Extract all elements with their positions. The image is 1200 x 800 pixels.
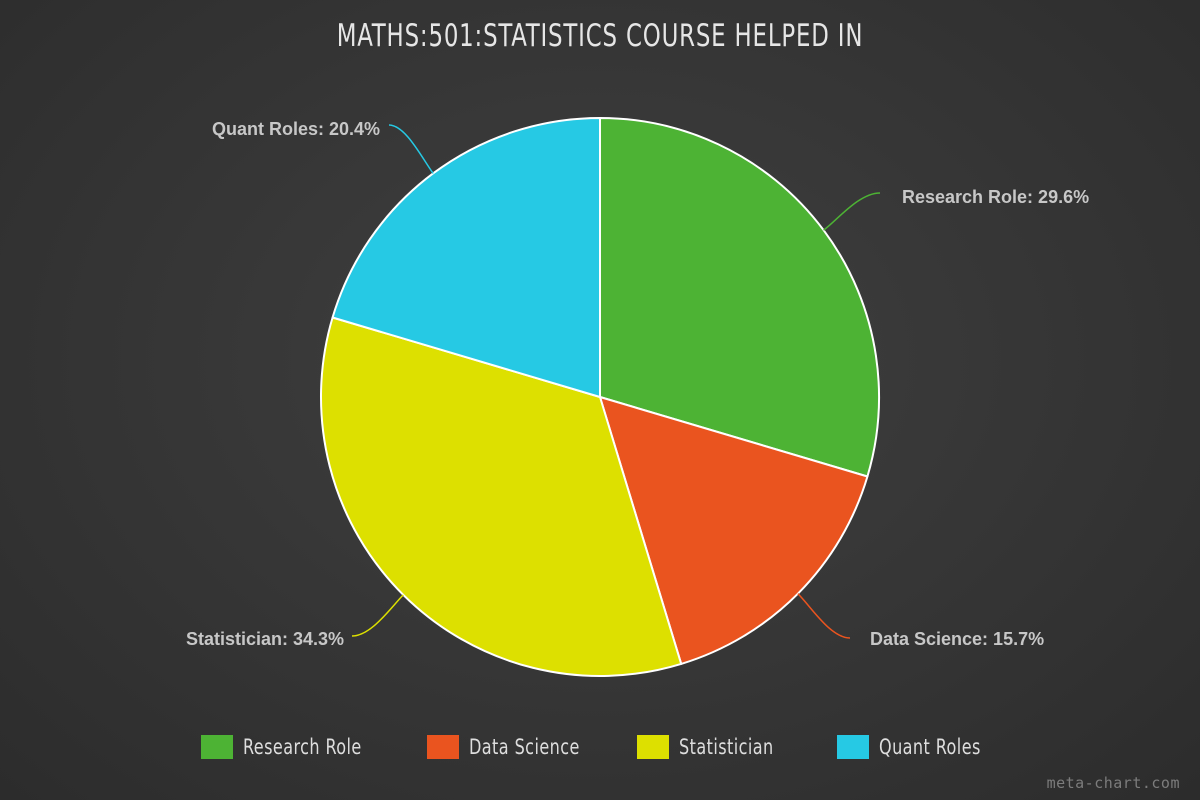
legend-label-statistician: Statistician [679, 735, 774, 759]
legend-item-quant-roles[interactable]: Quant Roles [837, 733, 999, 761]
pie-slice-statistician[interactable] [320, 316, 683, 677]
leader-line-quant-roles [388, 124, 434, 174]
slice-label-data-science: Data Science: 15.7% [870, 629, 1044, 649]
slice-label-research-role: Research Role: 29.6% [902, 187, 1089, 207]
legend-swatch-statistician [637, 735, 669, 759]
legend-item-statistician[interactable]: Statistician [637, 733, 790, 761]
legend-item-data-science[interactable]: Data Science [427, 733, 599, 761]
leader-line-research-role [823, 192, 881, 231]
legend-swatch-data-science [427, 735, 459, 759]
legend-item-research-role[interactable]: Research Role [201, 733, 383, 761]
chart-legend: Research Role Data Science Statistician … [0, 733, 1200, 761]
watermark: meta-chart.com [1046, 774, 1180, 792]
legend-label-data-science: Data Science [469, 735, 580, 759]
pie-slices [320, 117, 880, 677]
chart-title: MATHS:501:STATISTICS COURSE HELPED IN [336, 18, 864, 54]
legend-label-quant-roles: Quant Roles [879, 735, 981, 759]
pie-slice-data-science[interactable] [599, 396, 869, 665]
slice-label-statistician: Statistician: 34.3% [186, 629, 344, 649]
leader-line-statistician [351, 594, 404, 637]
legend-swatch-research-role [201, 735, 233, 759]
legend-swatch-quant-roles [837, 735, 869, 759]
leader-line-data-science [797, 593, 851, 639]
legend-label-research-role: Research Role [243, 735, 362, 759]
slice-label-quant-roles: Quant Roles: 20.4% [212, 119, 380, 139]
